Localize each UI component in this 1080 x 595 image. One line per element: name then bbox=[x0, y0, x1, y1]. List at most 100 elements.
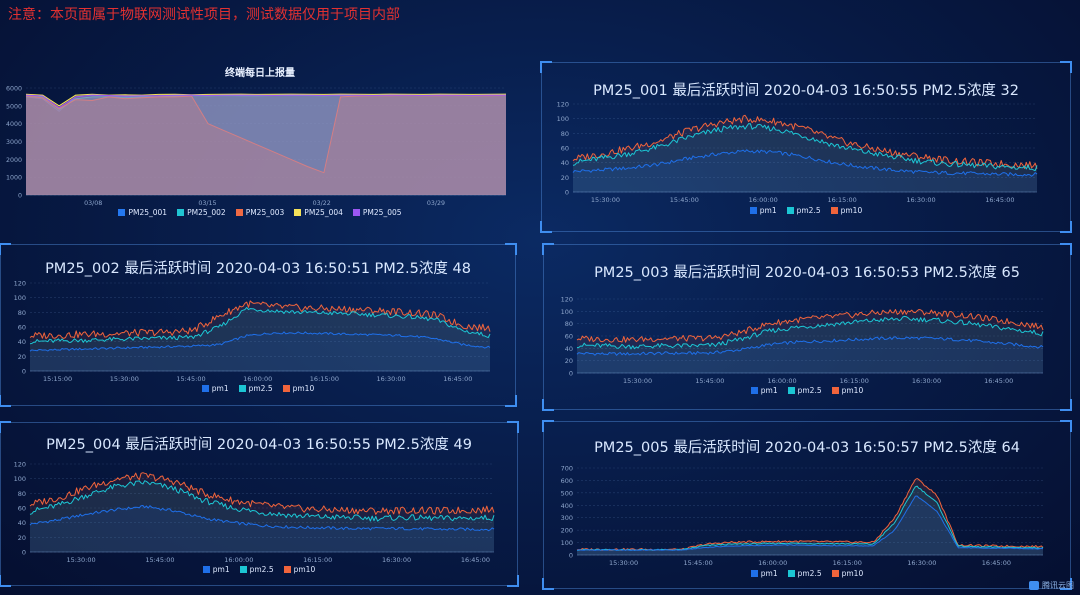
series-line-pm10 bbox=[576, 478, 1044, 551]
x-tick-label: 16:00:00 bbox=[749, 196, 778, 204]
x-tick-label: 15:45:00 bbox=[670, 196, 699, 204]
legend-item[interactable]: pm1 bbox=[750, 386, 778, 395]
series-area bbox=[577, 478, 1043, 555]
x-tick-label: 16:15:00 bbox=[303, 556, 332, 564]
x-tick-label: 15:45:00 bbox=[145, 556, 174, 564]
legend-label: pm1 bbox=[760, 569, 778, 578]
x-tick-label: 15:30:00 bbox=[66, 556, 95, 564]
pm25-002-chart: 0 20 40 60 80 100 120 15:15:00 15:30:00 15:45:00 1… bbox=[14, 280, 491, 383]
chart-legend: PM25_001 PM25_002 PM25_003 PM25_004 PM25_005 bbox=[0, 208, 520, 218]
legend-item[interactable]: pm10 bbox=[282, 384, 314, 393]
y-tick-label: 120 bbox=[14, 280, 26, 288]
y-tick-label: 1000 bbox=[6, 175, 22, 182]
series-area bbox=[30, 300, 490, 371]
chart-title: PM25_004 最后活跃时间 2020-04-03 16:50:55 PM2.… bbox=[46, 437, 472, 453]
series-line-pm1 bbox=[29, 505, 495, 532]
legend-item[interactable]: pm2.5 bbox=[787, 569, 822, 578]
series-area bbox=[577, 496, 1043, 555]
y-tick-label: 120 bbox=[14, 461, 26, 469]
legend-item[interactable]: pm10 bbox=[283, 565, 316, 574]
x-tick-label: 16:45:00 bbox=[984, 377, 1013, 385]
legend-item[interactable]: pm2.5 bbox=[238, 384, 273, 393]
x-tick-label: 16:45:00 bbox=[461, 556, 490, 564]
y-tick-label: 120 bbox=[557, 101, 569, 109]
chart-title: PM25_003 最后活跃时间 2020-04-03 16:50:53 PM2.… bbox=[594, 265, 1020, 281]
series-area bbox=[577, 309, 1043, 373]
legend-item[interactable]: pm10 bbox=[831, 569, 863, 578]
series-area bbox=[26, 95, 506, 195]
chart-title: PM25_001 最后活跃时间 2020-04-03 16:50:55 PM2.… bbox=[593, 83, 1019, 99]
x-tick-label: 03/22 bbox=[313, 200, 331, 207]
y-tick-label: 60 bbox=[561, 145, 569, 153]
series-line-pm10 bbox=[576, 309, 1044, 343]
legend-item[interactable]: PM25_004 bbox=[294, 208, 343, 217]
pm25-003-chart: 0 20 40 60 80 100 120 15:30:00 15:45:00 16:00:00 1… bbox=[561, 296, 1044, 385]
pm25-005-chart: 0 100 200 300 400 500 600 700 15:30:00 15:45:00 16… bbox=[561, 465, 1044, 567]
x-tick-label: 16:15:00 bbox=[828, 196, 857, 204]
legend-item[interactable]: pm1 bbox=[750, 569, 778, 578]
legend-item[interactable]: PM25_005 bbox=[352, 208, 402, 217]
series-area bbox=[26, 94, 506, 195]
legend-item[interactable]: pm1 bbox=[202, 565, 230, 574]
y-tick-label: 120 bbox=[561, 296, 573, 304]
legend-item[interactable]: pm10 bbox=[830, 206, 862, 215]
legend-swatch bbox=[787, 570, 795, 577]
series-line-pm1 bbox=[576, 336, 1044, 356]
series-line-pm10 bbox=[29, 472, 495, 515]
legend-item[interactable]: pm2.5 bbox=[786, 206, 821, 215]
panel-pm25-002: PM25_002 最后活跃时间 2020-04-03 16:50:51 PM2.… bbox=[0, 243, 517, 407]
series-line-pm10 bbox=[572, 114, 1038, 169]
y-tick-label: 40 bbox=[18, 338, 26, 346]
y-tick-label: 100 bbox=[557, 115, 569, 123]
legend-item[interactable]: pm1 bbox=[749, 206, 777, 215]
legend-label: pm1 bbox=[211, 384, 229, 393]
legend-item[interactable]: pm2.5 bbox=[239, 565, 274, 574]
legend-item[interactable]: PM25_002 bbox=[177, 208, 226, 217]
panel-pm25-004: PM25_004 最后活跃时间 2020-04-03 16:50:55 PM2.… bbox=[0, 421, 519, 587]
legend-item[interactable]: PM25_001 bbox=[118, 208, 167, 217]
series-area bbox=[30, 480, 494, 552]
overview-chart: 0 1000 2000 3000 4000 5000 6000 03/08 03/15 03/22… bbox=[6, 86, 507, 207]
x-tick-label: 16:45:00 bbox=[985, 196, 1014, 204]
series-area bbox=[573, 115, 1037, 192]
x-tick-label: 03/15 bbox=[198, 200, 216, 207]
y-tick-label: 0 bbox=[22, 549, 26, 557]
x-tick-label: 16:15:00 bbox=[310, 375, 339, 383]
series-area bbox=[26, 95, 506, 195]
series-line-pm25 bbox=[576, 315, 1044, 350]
legend-item[interactable]: pm10 bbox=[831, 386, 863, 395]
y-tick-label: 700 bbox=[561, 465, 573, 473]
y-tick-label: 400 bbox=[561, 502, 573, 510]
legend-item[interactable]: PM25_003 bbox=[235, 208, 285, 217]
x-tick-label: 15:45:00 bbox=[176, 375, 205, 383]
legend-swatch bbox=[786, 207, 794, 214]
y-tick-label: 6000 bbox=[6, 86, 22, 93]
series-line-pm25 bbox=[29, 480, 495, 522]
legend-label: pm1 bbox=[760, 386, 778, 395]
legend-item[interactable]: pm2.5 bbox=[787, 386, 822, 395]
y-tick-label: 20 bbox=[561, 174, 569, 182]
panel-pm25-001: PM25_001 最后活跃时间 2020-04-03 16:50:55 PM2.… bbox=[540, 61, 1072, 233]
x-tick-label: 16:00:00 bbox=[758, 559, 787, 567]
y-tick-label: 20 bbox=[18, 534, 26, 542]
series-area bbox=[26, 95, 506, 195]
legend-swatch bbox=[750, 387, 758, 394]
y-tick-label: 20 bbox=[565, 357, 573, 365]
series-line-pm25 bbox=[29, 307, 491, 345]
legend-label: pm2.5 bbox=[797, 386, 822, 395]
x-tick-label: 16:15:00 bbox=[833, 559, 862, 567]
legend-item[interactable]: pm1 bbox=[201, 384, 229, 393]
legend-label: PM25_003 bbox=[245, 208, 285, 217]
y-tick-label: 3000 bbox=[6, 139, 22, 146]
x-tick-label: 16:30:00 bbox=[382, 556, 411, 564]
legend-label: PM25_001 bbox=[128, 208, 168, 217]
x-tick-label: 03/08 bbox=[84, 200, 102, 207]
chart-legend: pm1 pm2.5 pm10 bbox=[543, 386, 1071, 396]
y-tick-label: 0 bbox=[569, 552, 573, 560]
x-tick-label: 15:30:00 bbox=[623, 377, 652, 385]
legend-label: pm10 bbox=[293, 565, 316, 574]
series-line-pm1 bbox=[572, 149, 1038, 177]
chart-legend: pm1 pm2.5 pm10 bbox=[541, 206, 1071, 216]
legend-label: PM25_004 bbox=[304, 208, 343, 217]
legend-swatch bbox=[282, 385, 290, 392]
